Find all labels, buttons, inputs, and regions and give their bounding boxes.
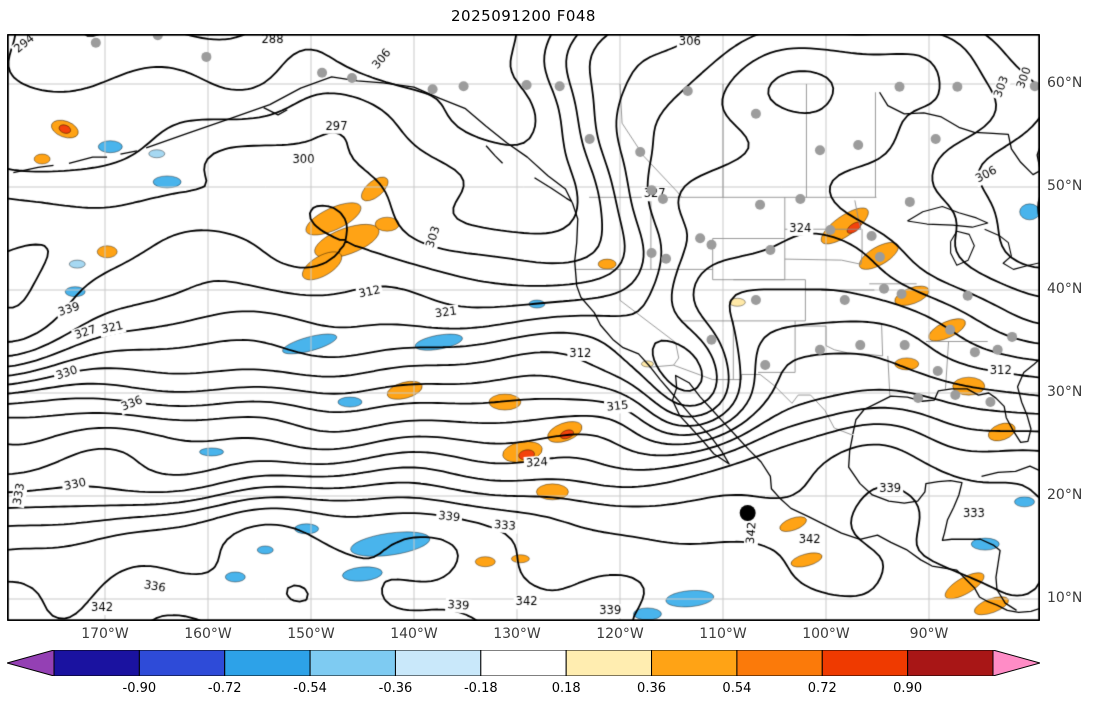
lon-tick-label: 150°W (287, 626, 335, 642)
colorbar (5, 649, 1042, 677)
colorbar-segment (907, 649, 994, 677)
lon-tick-label: 90°W (909, 626, 949, 642)
lon-tick-label: 110°W (699, 626, 747, 642)
lat-tick-label: 20°N (1047, 487, 1083, 503)
lat-tick-label: 30°N (1047, 384, 1083, 400)
colorbar-tick-label: -0.18 (463, 681, 498, 696)
colorbar-segment (821, 649, 909, 677)
colorbar-segment (565, 649, 653, 677)
page-title: 2025091200 F048 (451, 7, 596, 25)
colorbar-segment (53, 649, 140, 677)
colorbar-over-arrow (992, 649, 1042, 677)
colorbar-svg (5, 649, 1042, 677)
lat-tick-label: 60°N (1047, 75, 1083, 91)
colorbar-tick-label: -0.36 (378, 681, 413, 696)
map-plot-area (7, 34, 1040, 621)
lon-tick-label: 160°W (184, 626, 232, 642)
colorbar-segment (309, 649, 396, 677)
colorbar-segment (651, 649, 738, 677)
lat-tick-label: 50°N (1047, 178, 1083, 194)
colorbar-segment (394, 649, 482, 677)
colorbar-tick-label: 0.36 (637, 681, 667, 696)
colorbar-segment (736, 649, 823, 677)
colorbar-tick-label: -0.54 (293, 681, 327, 696)
lat-tick-label: 10°N (1047, 590, 1083, 606)
lat-tick-label: 40°N (1047, 281, 1083, 297)
contour-map-canvas (7, 34, 1040, 621)
colorbar-tick-label: 0.54 (722, 681, 752, 696)
colorbar-tick-label: -0.72 (207, 681, 242, 696)
colorbar-segment (224, 649, 311, 677)
colorbar-under-arrow (5, 649, 55, 677)
lon-tick-label: 140°W (390, 626, 438, 642)
lon-tick-label: 120°W (596, 626, 644, 642)
colorbar-tick-label: -0.90 (122, 681, 157, 696)
colorbar-tick-label: 0.72 (807, 681, 837, 696)
colorbar-segment (480, 649, 567, 677)
colorbar-tick-label: 0.90 (893, 681, 923, 696)
colorbar-tick-label: 0.18 (551, 681, 581, 696)
lon-tick-label: 170°W (81, 626, 129, 642)
lon-tick-label: 130°W (493, 626, 541, 642)
colorbar-segment (138, 649, 226, 677)
lon-tick-label: 100°W (802, 626, 850, 642)
